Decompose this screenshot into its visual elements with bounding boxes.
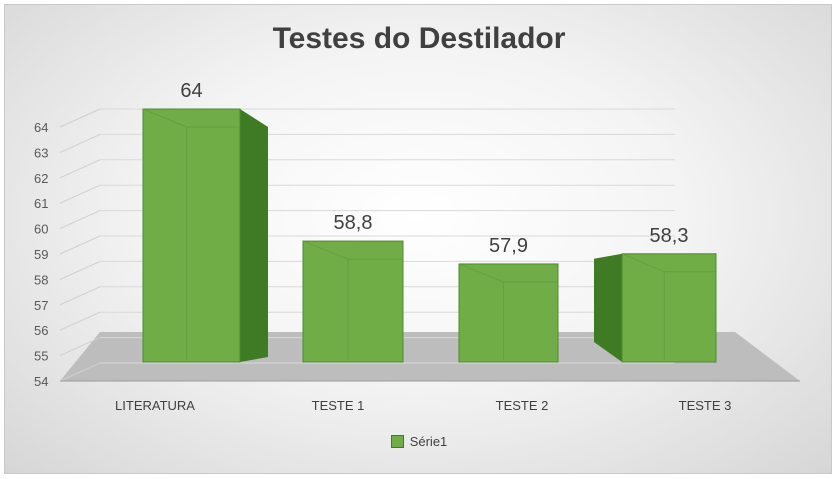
bar-edge — [621, 253, 665, 273]
y-tick-label: 61 — [34, 196, 48, 211]
gridline-side — [59, 235, 101, 255]
gridline-side — [59, 260, 101, 280]
y-tick-label: 54 — [34, 374, 48, 389]
y-tick-label: 62 — [34, 171, 48, 186]
chart-title: Testes do Destilador — [272, 22, 566, 55]
data-label: 58,8 — [334, 212, 373, 234]
gridline-side — [59, 337, 101, 357]
data-label: 58,3 — [650, 225, 689, 247]
gridline-side — [59, 133, 101, 153]
legend-label: Série1 — [409, 434, 448, 449]
y-tick-label: 59 — [34, 247, 48, 262]
bar-side-face — [240, 109, 268, 362]
chart-area — [4, 4, 832, 474]
bar-edge — [302, 240, 349, 260]
gridline-side — [59, 311, 101, 331]
x-tick-label: LITERATURA — [115, 398, 195, 413]
y-tick-label: 64 — [34, 120, 48, 135]
x-tick-label: TESTE 2 — [496, 398, 549, 413]
legend-swatch — [390, 435, 404, 448]
y-tick-label: 56 — [34, 323, 48, 338]
bar — [621, 253, 717, 363]
gridline-side — [59, 362, 101, 382]
y-tick-label: 63 — [34, 145, 48, 160]
x-tick-label: TESTE 1 — [312, 398, 365, 413]
y-tick-label: 58 — [34, 272, 48, 287]
y-tick-label: 57 — [34, 298, 48, 313]
y-tick-label: 55 — [34, 349, 48, 364]
bar — [458, 263, 559, 363]
y-tick-label: 60 — [34, 222, 48, 237]
gridline-side — [59, 286, 101, 306]
gridline-side — [59, 159, 101, 179]
gridline-side — [59, 184, 101, 204]
bar-side-face — [594, 253, 622, 362]
x-tick-label: TESTE 3 — [679, 398, 732, 413]
bar — [142, 108, 241, 363]
bar — [302, 240, 404, 363]
gridline-side — [59, 210, 101, 230]
data-label: 64 — [180, 80, 202, 102]
bar-edge — [458, 263, 504, 283]
legend: Série1 — [0, 434, 838, 449]
data-label: 57,9 — [489, 235, 528, 257]
gridline-side — [59, 108, 101, 128]
bar-edge — [142, 108, 187, 128]
